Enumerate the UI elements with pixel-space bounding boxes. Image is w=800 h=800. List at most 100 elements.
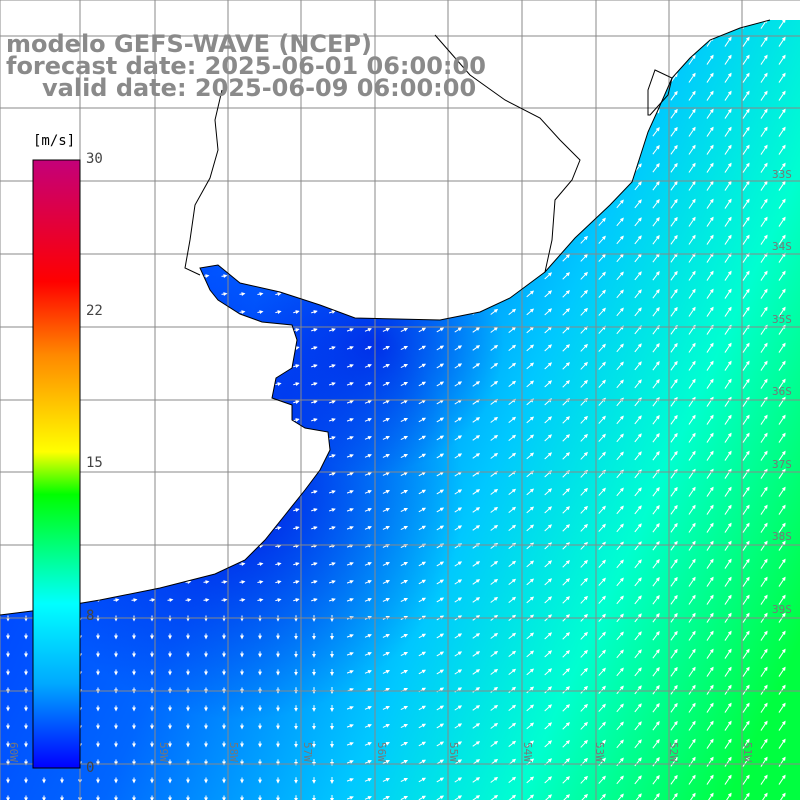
- wind-arrow: [472, 255, 481, 261]
- wind-arrow: [346, 292, 354, 296]
- wind-arrow: [634, 73, 642, 83]
- wind-arrow: [5, 256, 12, 261]
- wind-arrow: [652, 487, 660, 497]
- wind-arrow: [328, 508, 336, 512]
- wind-arrow: [418, 147, 427, 153]
- wind-arrow: [616, 199, 624, 209]
- wind-arrow: [508, 128, 517, 136]
- wind-arrow: [346, 598, 354, 602]
- wind-arrow: [544, 236, 553, 244]
- wind-arrow: [5, 418, 12, 423]
- wind-arrow: [167, 526, 174, 531]
- wind-arrow: [113, 490, 120, 495]
- wind-arrow: [23, 598, 30, 603]
- wind-arrow: [490, 434, 499, 441]
- wind-arrow: [221, 328, 228, 333]
- wind-arrow: [95, 202, 102, 207]
- wind-arrow: [149, 292, 156, 297]
- wind-arrow: [221, 580, 228, 585]
- wind-arrow: [275, 382, 282, 387]
- wind-arrow: [203, 256, 210, 261]
- wind-arrow: [472, 363, 481, 369]
- wind-arrow: [454, 525, 463, 531]
- wind-arrow: [544, 596, 553, 604]
- wind-arrow: [382, 346, 390, 350]
- wind-arrow: [778, 72, 786, 83]
- wind-arrow: [580, 253, 588, 262]
- wind-arrow: [346, 148, 354, 152]
- wind-arrow: [239, 238, 246, 243]
- wind-arrow: [328, 346, 336, 350]
- wind-arrow: [23, 400, 30, 405]
- wind-arrow: [760, 306, 768, 317]
- wind-arrow: [634, 37, 642, 47]
- wind-arrow: [113, 364, 120, 369]
- wind-arrow: [652, 343, 660, 353]
- wind-arrow: [670, 216, 678, 227]
- wind-arrow: [580, 145, 588, 154]
- wind-arrow: [688, 468, 696, 479]
- wind-arrow: [580, 217, 588, 226]
- wind-arrow: [526, 596, 535, 604]
- wind-arrow: [400, 453, 409, 459]
- wind-arrow: [670, 630, 678, 641]
- wind-arrow: [275, 238, 282, 243]
- lat-label-38s: 38S: [772, 530, 792, 543]
- wind-arrow: [400, 39, 409, 45]
- wind-arrow: [652, 127, 660, 137]
- wind-arrow: [670, 270, 678, 281]
- wind-arrow: [598, 289, 606, 298]
- wind-arrow: [760, 288, 768, 299]
- wind-arrow: [526, 416, 535, 424]
- wind-arrow: [293, 544, 300, 548]
- wind-arrow: [293, 166, 300, 170]
- wind-arrow: [688, 558, 696, 569]
- wind-arrow: [221, 274, 228, 279]
- wind-arrow: [634, 541, 642, 551]
- wind-arrow: [239, 256, 246, 261]
- wind-arrow: [131, 256, 138, 261]
- wind-arrow: [472, 147, 481, 153]
- wind-arrow: [760, 414, 768, 425]
- wind-arrow: [724, 558, 732, 569]
- wind-arrow: [724, 540, 732, 551]
- wind-arrow: [454, 165, 463, 171]
- wind-arrow: [526, 650, 535, 658]
- wind-arrow: [131, 580, 138, 585]
- wind-arrow: [239, 220, 246, 225]
- wind-arrow: [490, 200, 499, 207]
- wind-arrow: [113, 112, 120, 117]
- wind-arrow: [544, 434, 553, 442]
- wind-arrow: [778, 90, 786, 101]
- wind-arrow: [760, 72, 768, 83]
- wind-arrow: [454, 147, 463, 153]
- wind-arrow: [688, 36, 696, 47]
- wind-arrow: [95, 436, 102, 441]
- wind-arrow: [526, 56, 535, 64]
- wind-arrow: [598, 631, 606, 640]
- wind-arrow: [328, 256, 336, 260]
- wind-arrow: [328, 562, 336, 566]
- wind-arrow: [706, 504, 714, 515]
- wind-arrow: [724, 342, 732, 353]
- wind-arrow: [95, 166, 102, 171]
- wind-arrow: [257, 166, 264, 171]
- wind-arrow: [257, 562, 264, 567]
- wind-arrow: [778, 198, 786, 209]
- wind-arrow: [562, 578, 571, 586]
- wind-arrow: [490, 146, 499, 153]
- wind-arrow: [670, 432, 678, 443]
- wind-arrow: [257, 472, 264, 477]
- wind-arrow: [346, 346, 354, 350]
- wind-arrow: [328, 202, 336, 206]
- wind-arrow: [346, 166, 354, 170]
- wind-arrow: [472, 579, 481, 585]
- wind-arrow: [508, 506, 517, 514]
- wind-arrow: [544, 650, 553, 658]
- wind-arrow: [526, 146, 535, 154]
- wind-arrow: [382, 184, 390, 188]
- wind-arrow: [418, 579, 427, 585]
- wind-arrow: [688, 486, 696, 497]
- wind-arrow: [652, 73, 660, 83]
- title-valid-date: valid date: 2025-06-09 06:00:00: [42, 74, 477, 102]
